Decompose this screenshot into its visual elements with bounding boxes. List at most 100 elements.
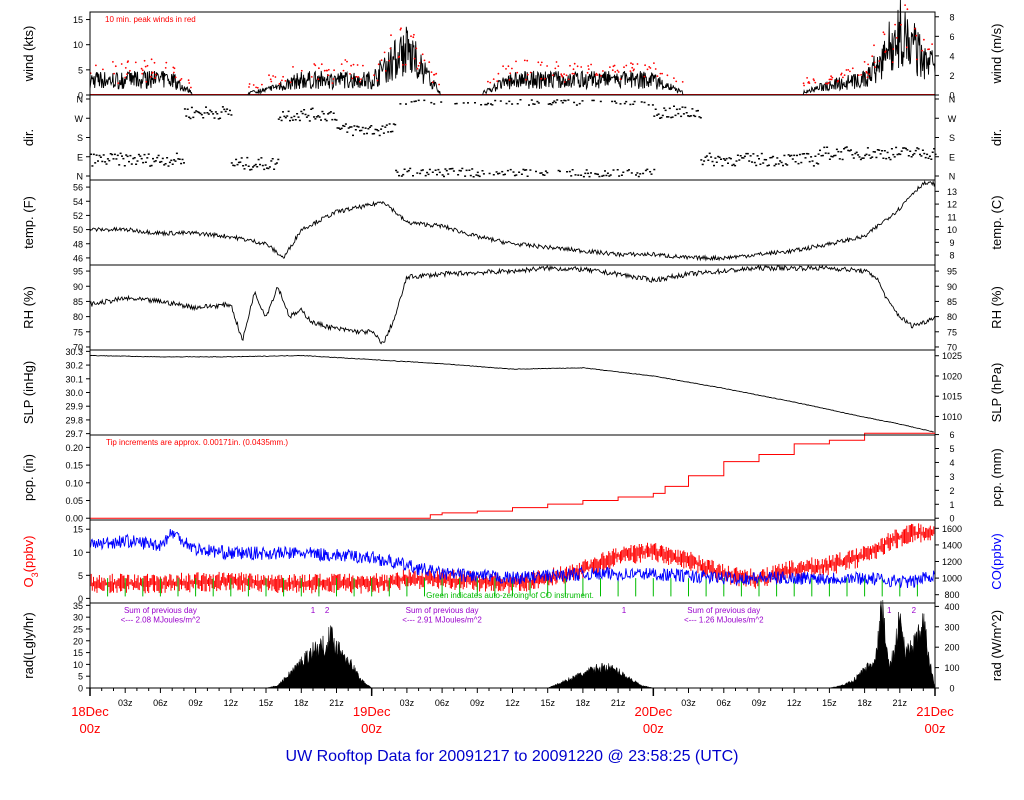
dir-point xyxy=(287,110,290,113)
dir-point xyxy=(710,156,713,158)
dir-point xyxy=(448,168,451,170)
pcp-annotation: Tip increments are approx. 0.00171in. (0… xyxy=(106,438,288,447)
dir-point xyxy=(666,116,668,118)
wind-left-tick-label: 5 xyxy=(78,65,83,75)
dir-point xyxy=(270,160,273,162)
rad-annotation: 1 xyxy=(311,606,316,615)
rh-left-tick-label: 95 xyxy=(73,267,83,277)
x-hour-label: 12z xyxy=(505,698,520,708)
dir-point xyxy=(557,169,560,172)
dir-ylabel: dir. xyxy=(21,129,36,146)
wind-peak-point xyxy=(840,72,843,75)
dir-point xyxy=(862,157,865,159)
dir-point xyxy=(872,151,875,153)
slp-left-tick-label: 30.1 xyxy=(65,374,83,384)
rh-line xyxy=(89,264,936,345)
wind-peak-point xyxy=(383,51,386,54)
wind-peak-point xyxy=(154,77,157,80)
dir-point xyxy=(498,172,501,175)
dir-point xyxy=(219,117,222,119)
temp-left-tick-label: 46 xyxy=(73,253,83,263)
dir-point xyxy=(787,154,790,156)
rad-annotation: Sum of previous day xyxy=(406,606,479,615)
wind-peak-point xyxy=(102,68,104,71)
rh-left-tick-label: 70 xyxy=(73,342,83,352)
dir-point xyxy=(339,128,342,130)
dir-point xyxy=(221,106,224,108)
wind-peak-point xyxy=(569,64,571,67)
dir-point xyxy=(468,169,471,171)
wind-peak-point xyxy=(278,82,281,85)
dir-point xyxy=(140,157,143,160)
dir-point xyxy=(826,146,829,148)
dir-point xyxy=(424,174,427,177)
dir-point xyxy=(336,127,339,129)
slp-frame xyxy=(89,349,936,436)
dir-point xyxy=(668,107,671,110)
dir-point xyxy=(396,171,399,173)
wind-peak-point xyxy=(346,60,348,63)
dir-point xyxy=(111,153,114,156)
dir-point xyxy=(106,158,109,160)
dir-point xyxy=(491,104,494,106)
wind-peak-point xyxy=(428,61,431,63)
x-hour-label: 18z xyxy=(857,698,872,708)
x-hour-label: 03z xyxy=(681,698,696,708)
wind-peak-point xyxy=(847,69,850,71)
dir-point xyxy=(147,153,150,155)
dir-point xyxy=(841,158,844,161)
dir-point xyxy=(623,102,626,105)
dir-point xyxy=(682,113,685,115)
dir-point xyxy=(575,104,578,106)
rh-frame xyxy=(89,264,936,351)
dir-point xyxy=(680,115,683,118)
wind-peak-point xyxy=(377,63,380,66)
dir-point xyxy=(328,112,331,114)
wind-peak-point xyxy=(359,80,361,83)
wind-peak-point xyxy=(600,74,602,77)
wind-peak-point xyxy=(180,78,183,80)
wind-peak-point xyxy=(863,61,866,63)
wind-peak-point xyxy=(831,76,834,79)
dir-point xyxy=(909,150,912,152)
rad-left-tick-label: 30 xyxy=(73,613,83,623)
dir-point xyxy=(189,117,192,120)
temp-right-tick-label: 11 xyxy=(947,212,956,222)
dir-point xyxy=(216,113,219,115)
wind-peak-point xyxy=(340,63,343,65)
wind-peak-point xyxy=(164,67,167,69)
dir-point xyxy=(861,157,864,159)
wind-peak-point xyxy=(415,47,418,50)
dir-point xyxy=(283,115,286,118)
dir-point xyxy=(598,175,601,178)
x-hour-label: 03z xyxy=(400,698,415,708)
dir-point xyxy=(126,155,129,158)
dir-point xyxy=(865,153,868,156)
dir-point xyxy=(497,173,499,175)
wind-peak-point xyxy=(151,71,154,74)
dir-point xyxy=(804,157,807,159)
wind-peak-point xyxy=(320,63,323,66)
dir-point xyxy=(193,111,196,114)
wind-peak-point xyxy=(931,43,933,45)
dir-point xyxy=(394,123,397,126)
dir-point xyxy=(311,107,314,110)
wind-peak-point xyxy=(866,76,869,79)
dir-point xyxy=(441,174,444,176)
dir-point xyxy=(349,126,352,128)
dir-point xyxy=(475,174,478,176)
wind-peak-point xyxy=(654,68,657,70)
dir-point xyxy=(280,119,283,122)
dir-point xyxy=(511,103,514,105)
dir-point xyxy=(431,171,434,173)
dir-point xyxy=(433,103,436,105)
dir-point xyxy=(203,112,206,114)
wind-peak-point xyxy=(661,72,663,75)
wind-peak-point xyxy=(300,69,303,72)
x-hour-label: 09z xyxy=(470,698,485,708)
dir-point xyxy=(445,169,448,172)
dir-point xyxy=(602,174,605,177)
dir-point xyxy=(325,119,328,122)
dir-point xyxy=(104,161,107,163)
dir-point xyxy=(294,119,297,121)
